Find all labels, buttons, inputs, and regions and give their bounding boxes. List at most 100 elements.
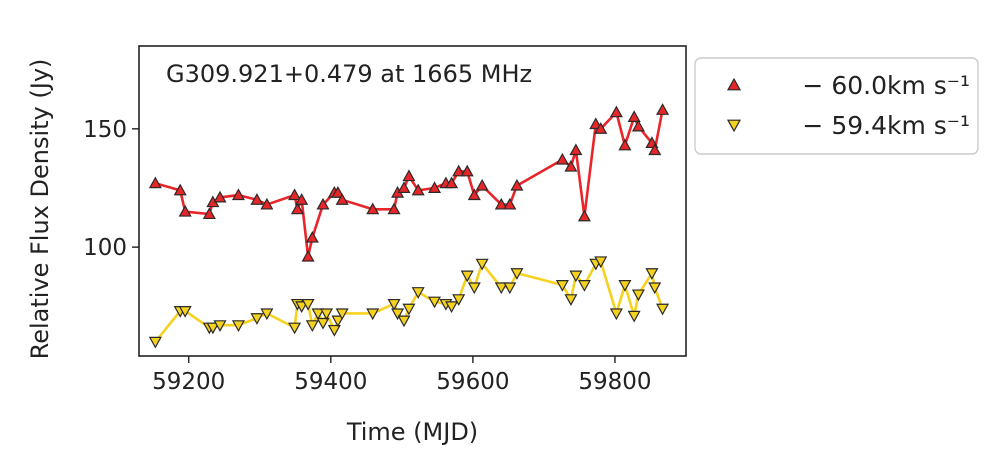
data-point: [411, 183, 425, 196]
data-point: [564, 294, 578, 306]
data-point: [467, 188, 481, 201]
data-point: [618, 138, 632, 151]
y-axis-label: Relative Flux Density (Jy): [26, 59, 54, 360]
data-point: [411, 287, 425, 299]
data-point: [510, 268, 524, 280]
y-tick-label: 150: [83, 117, 127, 143]
data-point: [320, 308, 334, 321]
x-tick-label: 59800: [578, 369, 651, 395]
data-point: [475, 178, 489, 191]
data-point: [445, 176, 459, 189]
data-point: [648, 282, 662, 295]
legend-marker: [726, 77, 742, 91]
data-point: [428, 181, 442, 193]
data-point: [213, 320, 227, 332]
y-tick-label: 100: [83, 235, 127, 261]
data-point: [335, 193, 349, 205]
data-point: [260, 308, 274, 321]
data-point: [569, 143, 583, 156]
data-point: [173, 183, 187, 196]
data-point: [305, 230, 319, 243]
data-point: [202, 207, 216, 220]
data-point: [503, 282, 517, 295]
data-point: [148, 336, 162, 349]
legend-label: − 60.0km s⁻¹: [802, 71, 970, 100]
data-point: [627, 110, 641, 122]
data-point: [648, 143, 662, 156]
data-point: [178, 204, 192, 217]
x-tick-label: 59600: [436, 369, 509, 395]
data-point: [231, 188, 245, 201]
data-point: [428, 296, 442, 309]
data-point: [460, 164, 474, 177]
data-point: [305, 320, 319, 332]
data-point: [397, 315, 411, 328]
data-point: [510, 178, 524, 191]
data-point: [645, 268, 659, 280]
legend-marker: [726, 119, 742, 133]
data-point: [577, 280, 591, 292]
data-point: [577, 209, 591, 222]
data-point: [327, 324, 341, 337]
data-point: [288, 188, 302, 201]
data-point: [627, 310, 641, 323]
data-point: [295, 301, 309, 314]
data-point: [618, 280, 632, 292]
x-tick-label: 59200: [152, 369, 225, 395]
data-point: [397, 181, 411, 193]
data-point: [555, 152, 569, 165]
data-point: [631, 289, 645, 302]
data-point: [555, 280, 569, 292]
data-point: [494, 197, 508, 210]
x-axis-label: Time (MJD): [346, 418, 478, 446]
legend-label: − 59.4km s⁻¹: [802, 111, 970, 140]
data-point: [366, 308, 380, 321]
data-point: [290, 202, 304, 215]
data-point: [366, 202, 380, 215]
data-point: [445, 301, 459, 314]
data-point: [609, 308, 623, 321]
data-point: [656, 303, 670, 316]
data-point: [311, 308, 325, 321]
data-point: [316, 317, 330, 330]
data-point: [231, 320, 245, 332]
data-point: [656, 103, 670, 115]
data-point: [569, 270, 583, 283]
legend-box: [694, 57, 979, 155]
data-point: [460, 270, 474, 283]
data-point: [609, 105, 623, 118]
data-point: [387, 202, 401, 215]
data-point: [250, 313, 264, 325]
legend: − 60.0km s⁻¹ − 59.4km s⁻¹: [694, 57, 979, 155]
data-point: [260, 197, 274, 210]
data-point: [331, 185, 345, 198]
data-point: [594, 256, 608, 269]
series-1: [148, 103, 670, 262]
data-point: [206, 322, 220, 335]
plot-frame: [138, 45, 687, 357]
data-point: [288, 322, 302, 335]
data-point: [316, 197, 330, 210]
series-2: [148, 256, 670, 349]
data-point: [589, 117, 603, 130]
data-point: [301, 298, 315, 311]
data-point: [331, 315, 345, 328]
data-point: [148, 176, 162, 189]
data-point: [213, 190, 227, 203]
data-point: [402, 169, 416, 182]
x-tick-label: 59400: [294, 369, 367, 395]
data-point: [178, 306, 192, 318]
data-point: [301, 249, 315, 262]
data-point: [335, 308, 349, 321]
data-point: [503, 197, 517, 210]
data-point: [402, 303, 416, 316]
data-point: [452, 294, 466, 306]
data-point: [391, 308, 405, 321]
data-point: [594, 122, 608, 134]
data-point: [564, 159, 578, 172]
data-point: [631, 119, 645, 132]
data-point: [250, 193, 264, 205]
data-point: [467, 282, 481, 295]
data-point: [452, 164, 466, 177]
